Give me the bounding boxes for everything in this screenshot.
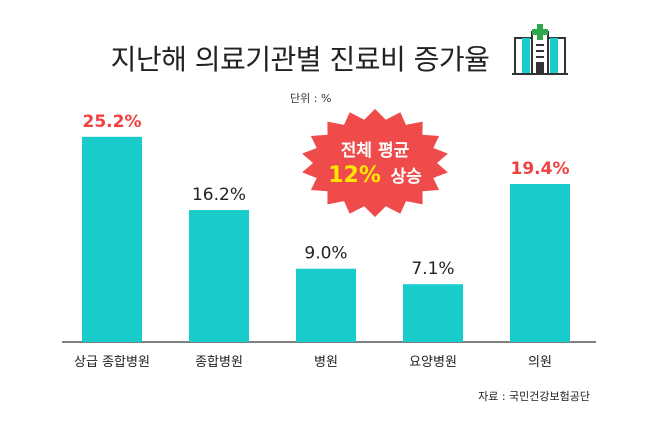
category-label: 상급 종합병원 <box>74 355 150 370</box>
unit-label: 단위 : % <box>290 92 332 105</box>
category-label: 병원 <box>314 355 338 370</box>
bar <box>403 284 463 342</box>
category-label: 의원 <box>528 355 552 370</box>
value-label: 9.0% <box>304 244 347 264</box>
average-callout-burst: 전체 평균 12% 상승 <box>302 109 448 217</box>
hospital-icon <box>512 24 568 75</box>
value-label: 16.2% <box>192 185 246 205</box>
value-label: 25.2% <box>83 112 142 132</box>
callout-line1: 전체 평균 <box>341 141 410 161</box>
bar <box>510 184 570 342</box>
bar <box>82 136 142 342</box>
callout-suffix: 상승 <box>390 167 422 187</box>
callout-highlight: 12% <box>328 163 381 188</box>
chart-title: 지난해 의료기관별 진료비 증가율 <box>110 43 490 76</box>
category-label: 요양병원 <box>409 355 457 370</box>
source-label: 자료 : 국민건강보험공단 <box>478 390 590 403</box>
value-label: 7.1% <box>411 259 454 279</box>
svg-text:12% 상승: 12% 상승 <box>328 163 422 188</box>
category-label: 종합병원 <box>195 355 243 370</box>
burst-shape <box>302 109 448 217</box>
bar <box>189 210 249 342</box>
bar <box>296 268 356 342</box>
value-label: 19.4% <box>511 159 570 179</box>
